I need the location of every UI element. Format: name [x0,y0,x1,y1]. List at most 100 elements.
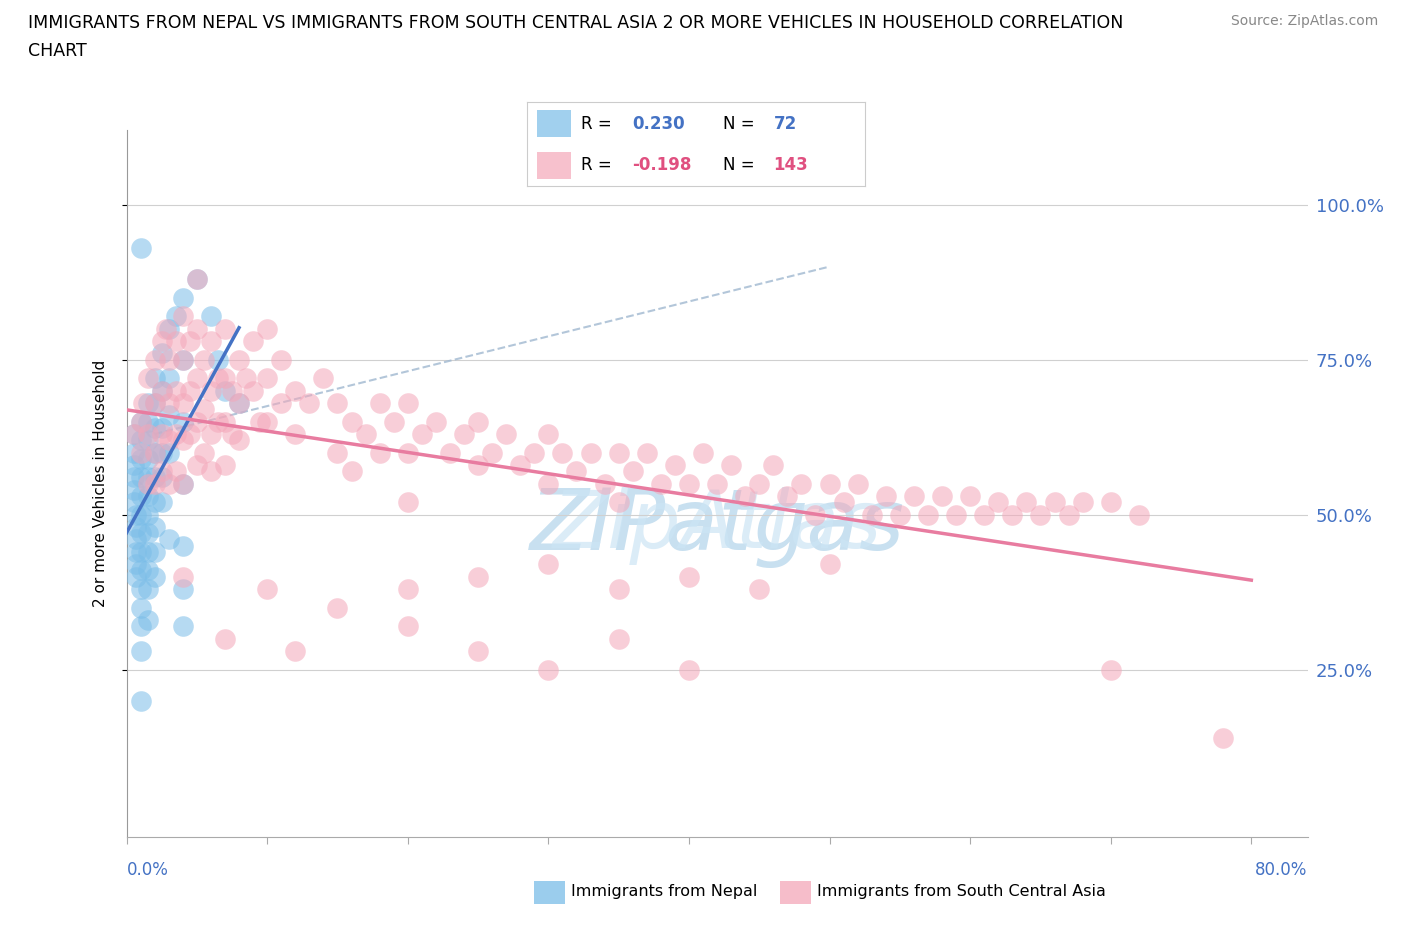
Point [129,644,152,658]
Bar [537,110,571,138]
Point [537,662,560,677]
Point [467,569,489,584]
Point [396,395,419,410]
Point [125,544,148,559]
Point [481,445,503,460]
Point [467,414,489,429]
Point [143,544,166,559]
Point [150,383,173,398]
Point [125,557,148,572]
Point [495,427,517,442]
Point [221,383,243,398]
Point [193,352,215,367]
Point [235,371,257,386]
Point [129,600,152,615]
Point [650,476,672,491]
Point [1015,495,1038,510]
Point [256,581,278,596]
Point [150,427,173,442]
Point [509,458,531,472]
Point [122,470,145,485]
Point [172,581,194,596]
Point [136,581,159,596]
Point [818,557,841,572]
Text: 80.0%: 80.0% [1256,860,1308,879]
Text: -0.198: -0.198 [631,156,692,175]
Point [172,290,194,305]
Point [748,581,770,596]
Point [136,544,159,559]
Point [931,488,953,503]
Point [122,427,145,442]
Point [411,427,433,442]
Text: CHART: CHART [28,42,87,60]
Point [129,445,152,460]
Point [136,525,159,540]
Point [136,451,159,466]
Text: N =: N = [723,114,759,133]
Point [143,352,166,367]
Point [720,458,742,472]
Point [129,563,152,578]
Point [467,458,489,472]
Point [150,495,173,510]
Point [214,321,236,336]
Point [228,432,250,447]
Point [368,445,391,460]
Point [129,451,152,466]
Point [129,544,152,559]
Point [143,569,166,584]
Point [165,383,187,398]
Point [312,371,335,386]
Point [734,488,756,503]
Text: 0.230: 0.230 [631,114,685,133]
Point [129,507,152,522]
Point [157,532,180,547]
Point [143,476,166,491]
Text: Source: ZipAtlas.com: Source: ZipAtlas.com [1230,14,1378,28]
Point [832,495,855,510]
Point [172,352,194,367]
Point [200,464,222,479]
Point [136,563,159,578]
Point [692,445,714,460]
Point [136,432,159,447]
Text: 0.0%: 0.0% [127,860,169,879]
Point [903,488,925,503]
Point [467,644,489,658]
Point [200,383,222,398]
Point [987,495,1010,510]
Point [453,427,475,442]
Point [143,395,166,410]
Point [326,445,349,460]
Point [172,476,194,491]
Point [186,414,208,429]
Point [157,321,180,336]
Point [284,427,307,442]
Point [200,334,222,349]
Point [129,488,152,503]
Point [143,445,166,460]
Text: 143: 143 [773,156,808,175]
Point [172,432,194,447]
Point [172,352,194,367]
Point [326,600,349,615]
Point [1001,507,1024,522]
Point [125,569,148,584]
Point [706,476,728,491]
Point [875,488,897,503]
Point [193,445,215,460]
Text: ZipAtlas: ZipAtlas [553,487,882,565]
Point [762,458,785,472]
Point [607,581,630,596]
Point [256,371,278,386]
Point [136,395,159,410]
Point [607,445,630,460]
Point [889,507,911,522]
Point [150,420,173,435]
Point [298,395,321,410]
Point [593,476,616,491]
Point [165,334,187,349]
Point [129,525,152,540]
Point [150,334,173,349]
